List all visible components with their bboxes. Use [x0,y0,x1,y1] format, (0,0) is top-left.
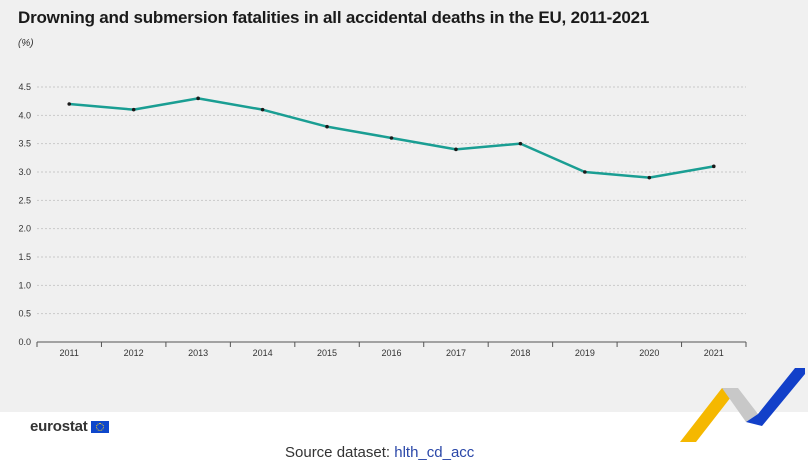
eurostat-logo: eurostat [30,418,109,435]
y-tick-label: 2.5 [18,195,31,205]
brand-chevron-icon [680,368,805,442]
y-tick-label: 1.5 [18,252,31,262]
data-point [131,107,136,112]
chart-panel [0,0,808,412]
data-point [518,141,523,146]
data-point [260,107,265,112]
data-point [647,175,652,180]
y-tick-label: 3.0 [18,167,31,177]
y-tick-label: 4.0 [18,110,31,120]
x-tick-label: 2014 [253,348,273,358]
x-tick-label: 2013 [188,348,208,358]
eu-flag-icon [90,420,109,433]
x-tick-label: 2012 [124,348,144,358]
x-tick-label: 2015 [317,348,337,358]
y-tick-label: 0.0 [18,337,31,347]
y-tick-label: 3.5 [18,139,31,149]
y-tick-label: 2.0 [18,224,31,234]
data-point [196,96,200,101]
x-tick-label: 2011 [60,348,79,358]
chart-title: Drowning and submersion fatalities in al… [18,8,650,27]
source-dataset-link[interactable]: hlth_cd_acc [394,444,475,461]
x-tick-label: 2016 [381,348,401,358]
data-point [711,164,716,169]
y-tick-label: 1.0 [18,280,31,290]
x-tick-label: 2019 [575,348,595,358]
data-point [583,170,587,174]
source-note: Source dataset: hlth_cd_acc [285,444,474,461]
x-tick-label: 2017 [446,348,466,358]
x-tick-label: 2018 [510,348,530,358]
x-tick-label: 2020 [639,348,659,358]
axes: 0.0 0.5 1.0 1.5 2.0 2.5 3.0 3.5 4.0 4.5 2011 2012 20… [18,82,747,358]
line-chart: 0.0 0.5 1.0 1.5 2.0 2.5 3.0 3.5 4.0 4.5 2011 2012 20… [18,82,747,358]
data-point [325,124,329,129]
data-points [67,96,716,180]
y-tick-label: 0.5 [18,309,31,319]
gridlines [37,86,746,315]
x-tick-label: 2021 [704,348,724,358]
source-prefix: Source dataset: [285,444,395,461]
footer [0,412,808,454]
data-point [389,136,394,140]
unit-label: (%) [18,38,34,49]
data-point [67,102,72,106]
data-point [454,147,458,152]
logo-text: eurostat [30,418,88,435]
y-tick-label: 4.5 [18,82,31,92]
